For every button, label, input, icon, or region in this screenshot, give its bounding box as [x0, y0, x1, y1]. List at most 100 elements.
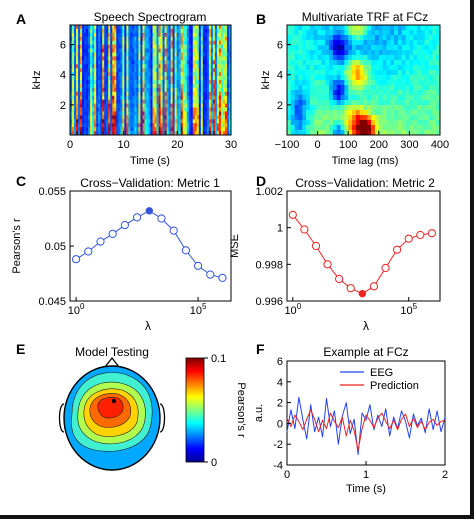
trf-cell [436, 40, 441, 46]
panel-b-xlabel: Time lag (ms) [332, 155, 399, 167]
trf-cell [371, 70, 376, 76]
spectrogram-cell [104, 91, 107, 97]
spectrogram-cell [136, 64, 139, 69]
trf-cell [302, 130, 307, 136]
spectrogram-cell [138, 72, 141, 77]
trf-cell [401, 80, 406, 86]
spectrogram-cell [210, 64, 214, 69]
spectrogram-cell [130, 119, 133, 124]
trf-cell [420, 95, 426, 101]
spectrogram-cell [170, 111, 173, 116]
spectrogram-cell [140, 111, 143, 116]
spectrogram-cell [104, 44, 107, 49]
spectrogram-cell [122, 52, 125, 57]
spectrogram-cell [80, 103, 83, 108]
spectrogram-cell [176, 83, 179, 89]
spectrogram-cell [150, 25, 153, 30]
spectrogram-cell [178, 68, 181, 73]
spectrogram-cell [136, 32, 139, 38]
spectrogram-cell [188, 83, 192, 89]
trf-cell [386, 130, 391, 136]
spectrogram-cell [80, 52, 83, 57]
spectrogram-cell [198, 36, 202, 42]
spectrogram-cell [180, 131, 183, 136]
trf-cell [355, 35, 360, 41]
trf-cell [436, 45, 441, 51]
trf-cell [378, 100, 383, 106]
trf-cell [313, 125, 318, 131]
spectrogram-cell [72, 95, 75, 100]
spectrogram-cell [158, 99, 161, 104]
spectrogram-cell [200, 60, 204, 65]
trf-cell [344, 30, 349, 36]
spectrogram-cell [224, 68, 228, 73]
spectrogram-cell [106, 80, 109, 85]
spectrogram-cell [196, 111, 200, 116]
spectrogram-cell [142, 52, 145, 57]
spectrogram-cell [198, 72, 202, 77]
trf-cell [306, 60, 311, 66]
spectrogram-cell [114, 36, 117, 42]
trf-cell [371, 90, 376, 96]
spectrogram-cell [162, 107, 165, 112]
spectrogram-cell [184, 107, 188, 112]
spectrogram-cell [134, 72, 137, 77]
trf-cell [420, 30, 426, 36]
spectrogram-cell [144, 91, 147, 97]
spectrogram-cell [102, 28, 105, 34]
spectrogram-cell [210, 123, 214, 128]
spectrogram-cell [116, 80, 119, 85]
spectrogram-cell [114, 25, 117, 30]
spectrogram-cell [186, 115, 190, 120]
spectrogram-cell [126, 60, 129, 65]
spectrogram-cell [190, 25, 194, 30]
spectrogram-cell [188, 115, 192, 120]
trf-cell [329, 70, 334, 76]
spectrogram-cell [206, 52, 210, 57]
spectrogram-cell [128, 36, 131, 42]
trf-cell [344, 75, 349, 81]
spectrogram-cell [112, 64, 115, 69]
spectrogram-cell [172, 56, 175, 61]
trf-cell [355, 130, 360, 136]
trf-cell [413, 130, 418, 136]
spectrogram-cell [142, 107, 145, 112]
spectrogram-cell [128, 80, 131, 85]
spectrogram-cell [132, 111, 135, 116]
trf-cell [340, 55, 345, 61]
spectrogram-cell [114, 95, 117, 100]
spectrogram-cell [78, 72, 81, 77]
spectrogram-cell [128, 56, 131, 61]
spectrogram-cell [70, 127, 73, 132]
trf-cell [332, 95, 338, 101]
trf-cell [382, 65, 387, 71]
spectrogram-cell [102, 111, 105, 116]
spectrogram-cell [188, 76, 192, 81]
spectrogram-cell [176, 107, 179, 112]
trf-cell [359, 80, 364, 86]
trf-cell [424, 100, 429, 106]
spectrogram-cell [200, 36, 204, 42]
spectrogram-cell [216, 127, 220, 132]
trf-cell [420, 35, 426, 41]
spectrogram-cell [76, 123, 79, 128]
spectrogram-cell [130, 52, 133, 57]
trf-cell [352, 25, 357, 31]
spectrogram-cell [134, 68, 137, 73]
spectrogram-cell [214, 80, 218, 85]
spectrogram-cell [112, 95, 115, 100]
spectrogram-cell [70, 99, 73, 104]
spectrogram-cell [200, 52, 204, 57]
spectrogram-cell [208, 44, 212, 49]
spectrogram-cell [214, 64, 218, 69]
spectrogram-cell [198, 111, 202, 116]
spectrogram-cell [214, 111, 218, 116]
spectrogram-cell [148, 95, 151, 100]
trf-cell [405, 70, 410, 76]
spectrogram-cell [94, 25, 97, 30]
trf-cell [329, 40, 334, 46]
spectrogram-cell [214, 40, 218, 45]
trf-cell [344, 70, 349, 76]
spectrogram-cell [136, 123, 139, 128]
trf-cell [348, 130, 353, 136]
